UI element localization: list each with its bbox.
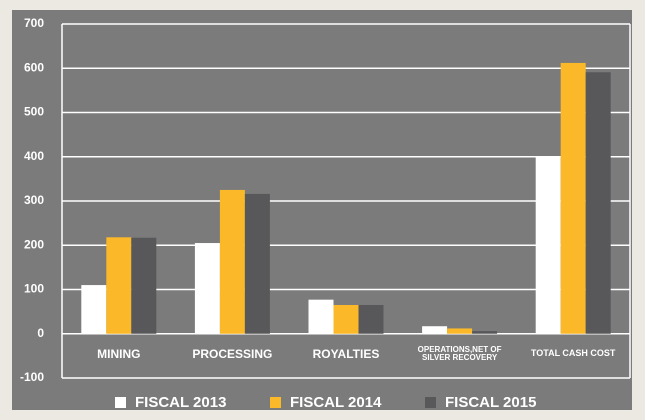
y-tick-label: -100 xyxy=(20,370,44,384)
y-tick-label: 200 xyxy=(24,237,44,251)
bar xyxy=(422,326,448,334)
legend-swatch xyxy=(425,397,436,408)
y-tick-label: 700 xyxy=(24,16,44,30)
bar xyxy=(219,189,245,334)
bar xyxy=(131,237,157,334)
legend-swatch xyxy=(115,397,126,408)
bar xyxy=(358,304,384,334)
bar xyxy=(585,72,611,334)
y-tick-label: 100 xyxy=(24,282,44,296)
bar xyxy=(106,237,132,334)
y-tick-label: 300 xyxy=(24,193,44,207)
x-tick-label: PROCESSING xyxy=(192,346,273,361)
x-tick-label-box: MINING xyxy=(97,346,141,361)
legend-label: FISCAL 2014 xyxy=(290,394,382,411)
x-tick-label-box: TOTAL CASH COST xyxy=(530,348,616,359)
panel xyxy=(12,10,632,410)
y-tick-label: 400 xyxy=(24,149,44,163)
x-tick-label-box: PROCESSING xyxy=(192,346,273,361)
bar xyxy=(447,328,473,334)
legend-swatch xyxy=(270,397,281,408)
bar xyxy=(244,193,270,334)
x-tick-label: OPERATIONS,NET OF SILVER RECOVERY xyxy=(417,344,502,362)
bar xyxy=(81,285,107,334)
legend-label: FISCAL 2013 xyxy=(135,394,226,411)
bar xyxy=(472,331,498,334)
bar xyxy=(194,243,220,334)
bar xyxy=(560,62,586,334)
x-tick-label: MINING xyxy=(97,346,141,361)
legend-label: FISCAL 2015 xyxy=(445,394,536,411)
y-tick-label: 600 xyxy=(24,60,44,74)
bar xyxy=(308,299,334,334)
x-tick-label: TOTAL CASH COST xyxy=(530,348,616,359)
y-tick-label: 500 xyxy=(24,105,44,119)
x-tick-label: ROYALTIES xyxy=(312,346,380,361)
x-tick-label-box: OPERATIONS,NET OF SILVER RECOVERY xyxy=(417,344,502,362)
x-tick-label-box: ROYALTIES xyxy=(312,346,380,361)
bar xyxy=(535,156,561,334)
bar xyxy=(333,304,359,334)
y-tick-label: 0 xyxy=(37,326,44,340)
